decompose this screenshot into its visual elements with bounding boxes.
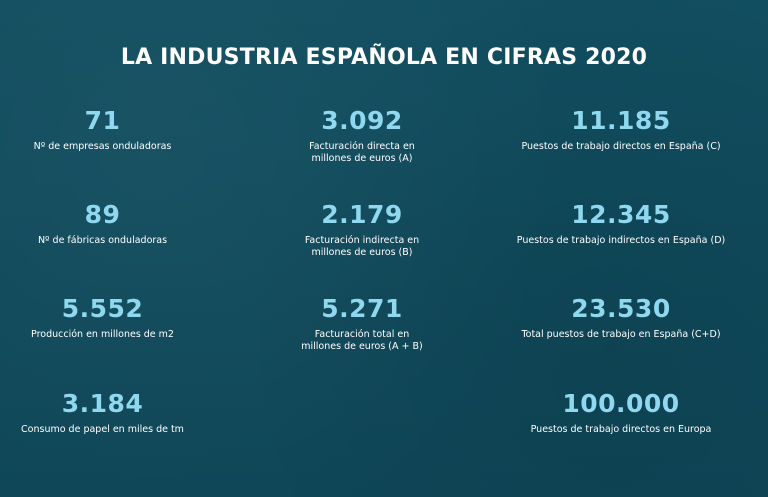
stat-label: Consumo de papel en miles de tm <box>21 424 184 435</box>
stat-value: 12.345 <box>571 200 671 229</box>
stat-facturacion-total: 5.271 Facturación total en millones de e… <box>262 294 462 353</box>
stat-value: 23.530 <box>571 294 671 323</box>
stat-value: 3.092 <box>321 106 403 135</box>
stat-consumo-papel: 3.184 Consumo de papel en miles de tm <box>0 389 205 436</box>
stat-value: 89 <box>84 200 121 229</box>
stat-label: Producción en millones de m2 <box>31 329 174 340</box>
stat-value: 3.184 <box>61 389 144 418</box>
stat-produccion: 5.552 Producción en millones de m2 <box>0 294 205 341</box>
stat-label: Puestos de trabajo indirectos en España … <box>516 235 726 246</box>
stat-puestos-indirectos-espana: 12.345 Puestos de trabajo indirectos en … <box>500 200 742 247</box>
stat-label: Puestos de trabajo directos en España (C… <box>521 141 721 152</box>
stat-label: Facturación directa en millones de euros… <box>309 141 415 164</box>
stat-label: Puestos de trabajo directos en Europa <box>530 424 712 435</box>
stat-fabricas: 89 Nº de fábricas onduladoras <box>0 200 205 247</box>
stat-puestos-directos-espana: 11.185 Puestos de trabajo directos en Es… <box>500 106 742 153</box>
stat-label: Nº de empresas onduladoras <box>33 141 172 152</box>
stat-value: 2.179 <box>321 200 403 229</box>
stat-facturacion-directa: 3.092 Facturación directa en millones de… <box>262 106 462 165</box>
stat-empresas: 71 Nº de empresas onduladoras <box>0 106 205 153</box>
stat-value: 11.185 <box>571 106 671 135</box>
stat-label: Facturación indirecta en millones de eur… <box>304 235 420 258</box>
stat-value: 100.000 <box>562 389 680 418</box>
stat-puestos-europa: 100.000 Puestos de trabajo directos en E… <box>500 389 742 436</box>
stat-label: Facturación total en millones de euros (… <box>301 329 423 352</box>
stat-facturacion-indirecta: 2.179 Facturación indirecta en millones … <box>262 200 462 259</box>
stat-label: Total puestos de trabajo en España (C+D) <box>521 329 721 340</box>
stat-value: 71 <box>84 106 121 135</box>
stat-value: 5.271 <box>321 294 403 323</box>
stat-value: 5.552 <box>61 294 144 323</box>
stat-puestos-total-espana: 23.530 Total puestos de trabajo en Españ… <box>500 294 742 341</box>
page-title: LA INDUSTRIA ESPAÑOLA EN CIFRAS 2020 <box>120 44 648 70</box>
stat-label: Nº de fábricas onduladoras <box>37 235 168 246</box>
